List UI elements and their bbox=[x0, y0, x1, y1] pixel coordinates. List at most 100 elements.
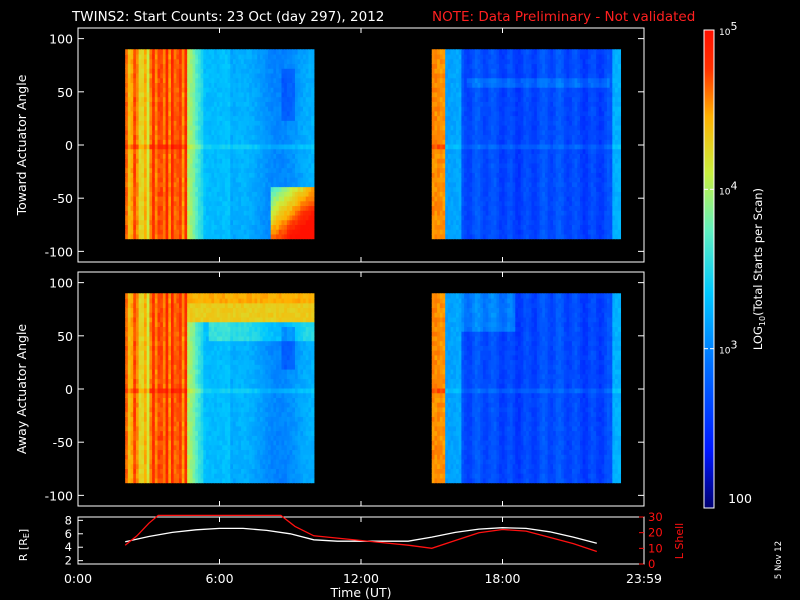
heatmap-cell bbox=[284, 229, 288, 235]
heatmap-cell bbox=[265, 125, 269, 131]
heatmap-cell bbox=[488, 167, 492, 173]
heatmap-cell bbox=[241, 110, 245, 117]
heatmap-cell bbox=[297, 167, 301, 173]
heatmap-cell bbox=[509, 167, 514, 173]
heatmap-cell bbox=[286, 162, 291, 169]
heatmap-cell bbox=[281, 219, 285, 225]
heatmap-cell bbox=[222, 143, 226, 150]
heatmap-cell bbox=[517, 91, 522, 98]
heatmap-cell bbox=[135, 49, 140, 55]
heatmap-cell bbox=[154, 49, 159, 55]
heatmap-cell bbox=[477, 77, 481, 84]
heatmap-cell bbox=[144, 134, 148, 140]
heatmap-cell bbox=[187, 153, 191, 159]
heatmap-cell bbox=[458, 87, 463, 93]
heatmap-cell bbox=[292, 134, 296, 140]
heatmap-cell bbox=[284, 101, 288, 107]
heatmap-cell bbox=[176, 181, 180, 188]
heatmap-cell bbox=[230, 205, 234, 211]
heatmap-cell bbox=[300, 214, 304, 221]
heatmap-cell bbox=[227, 49, 231, 55]
heatmap-cell bbox=[453, 148, 457, 154]
heatmap-cell bbox=[485, 148, 489, 154]
heatmap-cell bbox=[181, 120, 186, 126]
heatmap-cell bbox=[477, 186, 481, 192]
heatmap-cell bbox=[284, 87, 288, 93]
heatmap-cell bbox=[289, 229, 293, 235]
heatmap-cell bbox=[262, 96, 266, 102]
heatmap-cell bbox=[203, 143, 207, 150]
heatmap-cell bbox=[480, 129, 484, 136]
heatmap-cell bbox=[485, 143, 489, 150]
heatmap-cell bbox=[203, 58, 207, 65]
heatmap-cell bbox=[206, 82, 210, 88]
heatmap-cell bbox=[238, 177, 242, 183]
heatmap-cell bbox=[179, 91, 183, 98]
heatmap-cell bbox=[238, 82, 242, 88]
heatmap-cell bbox=[437, 49, 441, 55]
heatmap-cell bbox=[219, 87, 223, 93]
heatmap-cell bbox=[232, 139, 237, 145]
heatmap-cell bbox=[192, 63, 196, 69]
heatmap-cell bbox=[482, 58, 487, 65]
heatmap-cell bbox=[431, 153, 436, 159]
heatmap-cell bbox=[281, 125, 285, 131]
heatmap-cell bbox=[458, 63, 463, 69]
heatmap-cell bbox=[469, 229, 473, 235]
heatmap-cell bbox=[238, 125, 242, 131]
heatmap-cell bbox=[472, 72, 476, 79]
heatmap-cell bbox=[125, 68, 129, 74]
heatmap-cell bbox=[144, 87, 148, 93]
heatmap-cell bbox=[281, 177, 285, 183]
heatmap-cell bbox=[262, 181, 266, 188]
heatmap-cell bbox=[439, 49, 444, 55]
heatmap-cell bbox=[259, 96, 264, 102]
heatmap-cell bbox=[160, 58, 164, 65]
heatmap-cell bbox=[208, 167, 213, 173]
heatmap-cell bbox=[144, 181, 148, 188]
heatmap-cell bbox=[189, 162, 194, 169]
heatmap-cell bbox=[165, 68, 169, 74]
heatmap-cell bbox=[138, 229, 142, 235]
heatmap-cell bbox=[138, 205, 142, 211]
heatmap-cell bbox=[517, 120, 522, 126]
heatmap-cell bbox=[456, 134, 460, 140]
heatmap-cell bbox=[265, 54, 269, 60]
heatmap-cell bbox=[160, 72, 164, 79]
heatmap-cell bbox=[292, 219, 296, 225]
heatmap-cell bbox=[300, 96, 304, 102]
heatmap-cell bbox=[170, 224, 175, 230]
heatmap-cell bbox=[168, 63, 172, 69]
heatmap-cell bbox=[176, 125, 180, 131]
heatmap-cell bbox=[251, 186, 256, 192]
heatmap-cell bbox=[499, 158, 503, 164]
heatmap-cell bbox=[439, 54, 444, 60]
heatmap-cell bbox=[474, 58, 479, 65]
heatmap-cell bbox=[464, 148, 468, 154]
heatmap-cell bbox=[154, 120, 159, 126]
heatmap-cell bbox=[458, 177, 463, 183]
heatmap-cell bbox=[262, 125, 266, 131]
heatmap-cell bbox=[208, 68, 213, 74]
heatmap-cell bbox=[243, 219, 248, 225]
heatmap-cell bbox=[133, 186, 137, 192]
heatmap-cell bbox=[464, 158, 468, 164]
heatmap-cell bbox=[278, 200, 283, 207]
heatmap-cell bbox=[162, 110, 167, 117]
heatmap-cell bbox=[251, 219, 256, 225]
heatmap-cell bbox=[480, 110, 484, 117]
heatmap-cell bbox=[125, 77, 129, 84]
heatmap-cell bbox=[241, 115, 245, 121]
heatmap-cell bbox=[138, 120, 142, 126]
heatmap-cell bbox=[499, 167, 503, 173]
heatmap-cell bbox=[197, 224, 202, 230]
heatmap-cell bbox=[447, 196, 452, 202]
heatmap-cell bbox=[311, 58, 315, 65]
heatmap-cell bbox=[259, 177, 264, 183]
heatmap-cell bbox=[507, 87, 511, 93]
heatmap-cell bbox=[439, 210, 444, 216]
heatmap-cell bbox=[157, 120, 161, 126]
heatmap-cell bbox=[195, 162, 199, 169]
heatmap-cell bbox=[206, 200, 210, 207]
heatmap-cell bbox=[208, 186, 213, 192]
